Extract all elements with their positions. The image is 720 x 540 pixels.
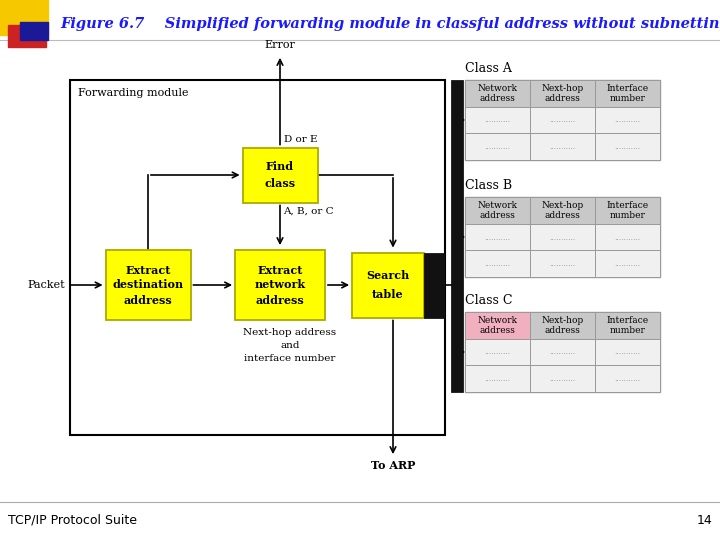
Text: and: and — [280, 341, 300, 350]
Text: ...........: ........... — [549, 142, 575, 151]
Text: Figure 6.7    Simplified forwarding module in classful address without subnettin: Figure 6.7 Simplified forwarding module … — [60, 17, 720, 31]
Bar — [530, 251, 595, 277]
Text: Class C: Class C — [465, 294, 513, 307]
Text: Class A: Class A — [465, 62, 512, 75]
Text: ...........: ........... — [485, 233, 510, 241]
Text: table: table — [372, 289, 404, 300]
Bar — [530, 312, 595, 339]
Text: Search: Search — [366, 270, 410, 281]
Text: interface number: interface number — [244, 354, 336, 363]
Bar — [465, 80, 660, 160]
Text: ...........: ........... — [614, 116, 641, 125]
Bar — [530, 224, 595, 251]
Text: Interface
number: Interface number — [606, 201, 649, 220]
Bar — [530, 339, 595, 366]
Text: Interface
number: Interface number — [606, 316, 649, 335]
Bar — [465, 197, 660, 277]
Text: ...........: ........... — [614, 374, 641, 383]
Text: Next-hop address: Next-hop address — [243, 328, 336, 337]
Bar — [465, 224, 530, 251]
Text: Network
address: Network address — [477, 316, 518, 335]
Text: Next-hop
address: Next-hop address — [541, 316, 584, 335]
Bar — [424, 253, 445, 318]
Text: ...........: ........... — [614, 142, 641, 151]
Text: TCP/IP Protocol Suite: TCP/IP Protocol Suite — [8, 514, 137, 526]
Bar — [465, 312, 660, 392]
Bar — [530, 366, 595, 392]
Bar — [70, 80, 445, 435]
Text: ...........: ........... — [485, 348, 510, 356]
Bar — [595, 133, 660, 160]
Text: Network
address: Network address — [477, 84, 518, 103]
Bar — [595, 224, 660, 251]
Bar — [530, 80, 595, 107]
Bar — [530, 133, 595, 160]
Bar — [530, 107, 595, 133]
Bar — [530, 197, 595, 224]
Bar — [465, 133, 530, 160]
Text: network: network — [254, 280, 305, 291]
Bar — [595, 366, 660, 392]
Text: ...........: ........... — [614, 348, 641, 356]
Text: ...........: ........... — [549, 116, 575, 125]
Bar — [595, 107, 660, 133]
Bar — [465, 366, 530, 392]
Text: Interface
number: Interface number — [606, 84, 649, 103]
Text: To ARP: To ARP — [371, 460, 415, 471]
Text: Forwarding module: Forwarding module — [78, 88, 189, 98]
Text: Packet: Packet — [27, 280, 65, 290]
Bar — [465, 251, 530, 277]
Text: D or E: D or E — [284, 134, 318, 144]
Text: Extract: Extract — [125, 265, 171, 275]
Text: Extract: Extract — [257, 265, 302, 275]
Text: Next-hop
address: Next-hop address — [541, 201, 584, 220]
Bar — [465, 312, 530, 339]
Text: Find: Find — [266, 161, 294, 172]
Text: 14: 14 — [696, 514, 712, 526]
Bar — [235, 250, 325, 320]
Bar — [595, 80, 660, 107]
Bar — [106, 250, 191, 320]
Bar — [20, 22, 48, 40]
Text: destination: destination — [112, 280, 184, 291]
Bar — [465, 107, 530, 133]
Bar — [243, 147, 318, 202]
Bar — [465, 80, 530, 107]
Bar — [465, 197, 530, 224]
Text: ...........: ........... — [549, 233, 575, 241]
Bar — [451, 80, 463, 392]
Text: Class B: Class B — [465, 179, 512, 192]
Bar — [352, 253, 424, 318]
Text: ...........: ........... — [614, 259, 641, 268]
Text: ...........: ........... — [549, 259, 575, 268]
Text: address: address — [124, 294, 172, 306]
Bar — [8, 25, 46, 47]
Text: ...........: ........... — [485, 116, 510, 125]
Text: Network
address: Network address — [477, 201, 518, 220]
Text: ...........: ........... — [485, 142, 510, 151]
Text: ...........: ........... — [485, 259, 510, 268]
Text: ...........: ........... — [549, 374, 575, 383]
Text: ...........: ........... — [614, 233, 641, 241]
Bar — [595, 251, 660, 277]
Text: class: class — [264, 178, 296, 189]
Text: Error: Error — [264, 40, 295, 50]
Text: A, B, or C: A, B, or C — [283, 206, 333, 215]
Text: ...........: ........... — [485, 374, 510, 383]
Bar — [465, 339, 530, 366]
Text: Next-hop
address: Next-hop address — [541, 84, 584, 103]
Bar — [595, 339, 660, 366]
Bar — [0, 0, 48, 35]
Text: ...........: ........... — [549, 348, 575, 356]
Text: address: address — [256, 294, 305, 306]
Bar — [595, 197, 660, 224]
Bar — [595, 312, 660, 339]
